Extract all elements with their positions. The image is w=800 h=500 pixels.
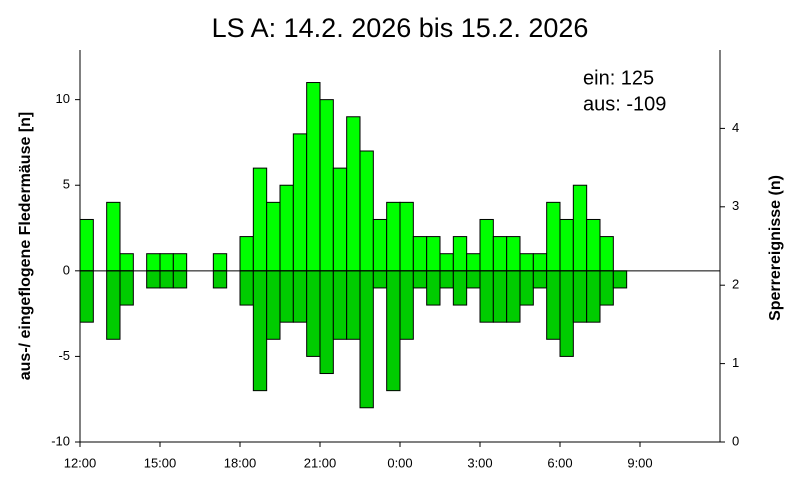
- bar: [106, 201, 121, 272]
- annotation: aus: -109: [583, 93, 666, 115]
- bar: [519, 253, 534, 272]
- bar: [399, 201, 414, 272]
- bar: [466, 253, 481, 272]
- x-tick-label: 9:00: [627, 455, 652, 470]
- bar: [279, 270, 294, 323]
- bar: [599, 270, 614, 306]
- bar: [519, 270, 534, 306]
- bar: [372, 270, 388, 289]
- y-tick-label: 5: [63, 177, 70, 192]
- bar: [572, 184, 588, 272]
- bar: [292, 133, 308, 272]
- bar: [479, 218, 494, 272]
- bar: [572, 270, 588, 323]
- y2-tick-label: 3: [732, 198, 739, 213]
- bar: [452, 236, 468, 272]
- chart-title: LS A: 14.2. 2026 bis 15.2. 2026: [212, 13, 589, 43]
- bar: [332, 270, 348, 340]
- bar: [439, 253, 454, 272]
- x-tick-label: 3:00: [467, 455, 492, 470]
- bar: [346, 270, 361, 340]
- y2-tick-label: 4: [732, 120, 739, 135]
- bar: [172, 253, 188, 272]
- bar: [386, 270, 401, 392]
- y2-tick-label: 0: [732, 433, 739, 448]
- bar: [79, 270, 94, 323]
- x-tick-label: 0:00: [387, 455, 412, 470]
- bar: [386, 201, 401, 272]
- bar: [599, 236, 614, 272]
- bar: [146, 270, 161, 289]
- bar: [586, 270, 601, 323]
- y2-axis-label: Sperrereignisse (n): [767, 175, 784, 321]
- x-tick-label: 21:00: [304, 455, 337, 470]
- bar: [359, 270, 374, 409]
- bar: [532, 270, 548, 289]
- bar: [239, 270, 254, 306]
- bar: [426, 270, 441, 306]
- bar: [346, 116, 361, 272]
- y2-tick-label: 2: [732, 277, 739, 292]
- bar: [506, 236, 521, 272]
- bar: [266, 201, 281, 272]
- bar: [306, 82, 321, 272]
- x-tick-label: 12:00: [64, 455, 97, 470]
- bar: [612, 270, 628, 289]
- bar: [426, 236, 441, 272]
- bar: [546, 270, 561, 340]
- bar: [412, 270, 428, 289]
- bar: [292, 270, 308, 323]
- bar: [79, 218, 94, 272]
- bar: [359, 150, 374, 272]
- bar: [546, 201, 561, 272]
- bar: [239, 236, 254, 272]
- y-tick-label: 0: [63, 262, 70, 277]
- bar: [559, 218, 574, 272]
- bar: [319, 99, 334, 272]
- y-axis-label: aus-/ eingeflogene Fledermäuse [n]: [17, 112, 34, 381]
- bar: [319, 270, 334, 375]
- x-tick-label: 18:00: [224, 455, 257, 470]
- bar: [119, 270, 134, 306]
- bar: [279, 184, 294, 272]
- bar: [146, 253, 161, 272]
- bar: [212, 253, 228, 272]
- bar: [399, 270, 414, 340]
- bar: [332, 167, 348, 272]
- bar: [586, 218, 601, 272]
- bar: [452, 270, 468, 306]
- bar: [119, 253, 134, 272]
- bar: [372, 218, 388, 272]
- bar: [212, 270, 228, 289]
- bar: [106, 270, 121, 340]
- annotation: ein: 125: [583, 67, 654, 89]
- bar: [532, 253, 548, 272]
- bar: [252, 270, 268, 392]
- y-tick-label: 10: [56, 91, 70, 106]
- bar: [159, 253, 174, 272]
- bar: [172, 270, 188, 289]
- bar: [439, 270, 454, 289]
- bar: [479, 270, 494, 323]
- bar: [252, 167, 268, 272]
- y-tick-label: -5: [58, 348, 70, 363]
- x-tick-label: 6:00: [547, 455, 572, 470]
- bar: [466, 270, 481, 289]
- bar: [492, 236, 508, 272]
- x-tick-label: 15:00: [144, 455, 177, 470]
- bar: [506, 270, 521, 323]
- bar: [559, 270, 574, 357]
- bar: [266, 270, 281, 340]
- y2-tick-label: 1: [732, 355, 739, 370]
- bar: [492, 270, 508, 323]
- bar: [306, 270, 321, 357]
- bar: [412, 236, 428, 272]
- bar: [159, 270, 174, 289]
- y-tick-label: -10: [51, 433, 70, 448]
